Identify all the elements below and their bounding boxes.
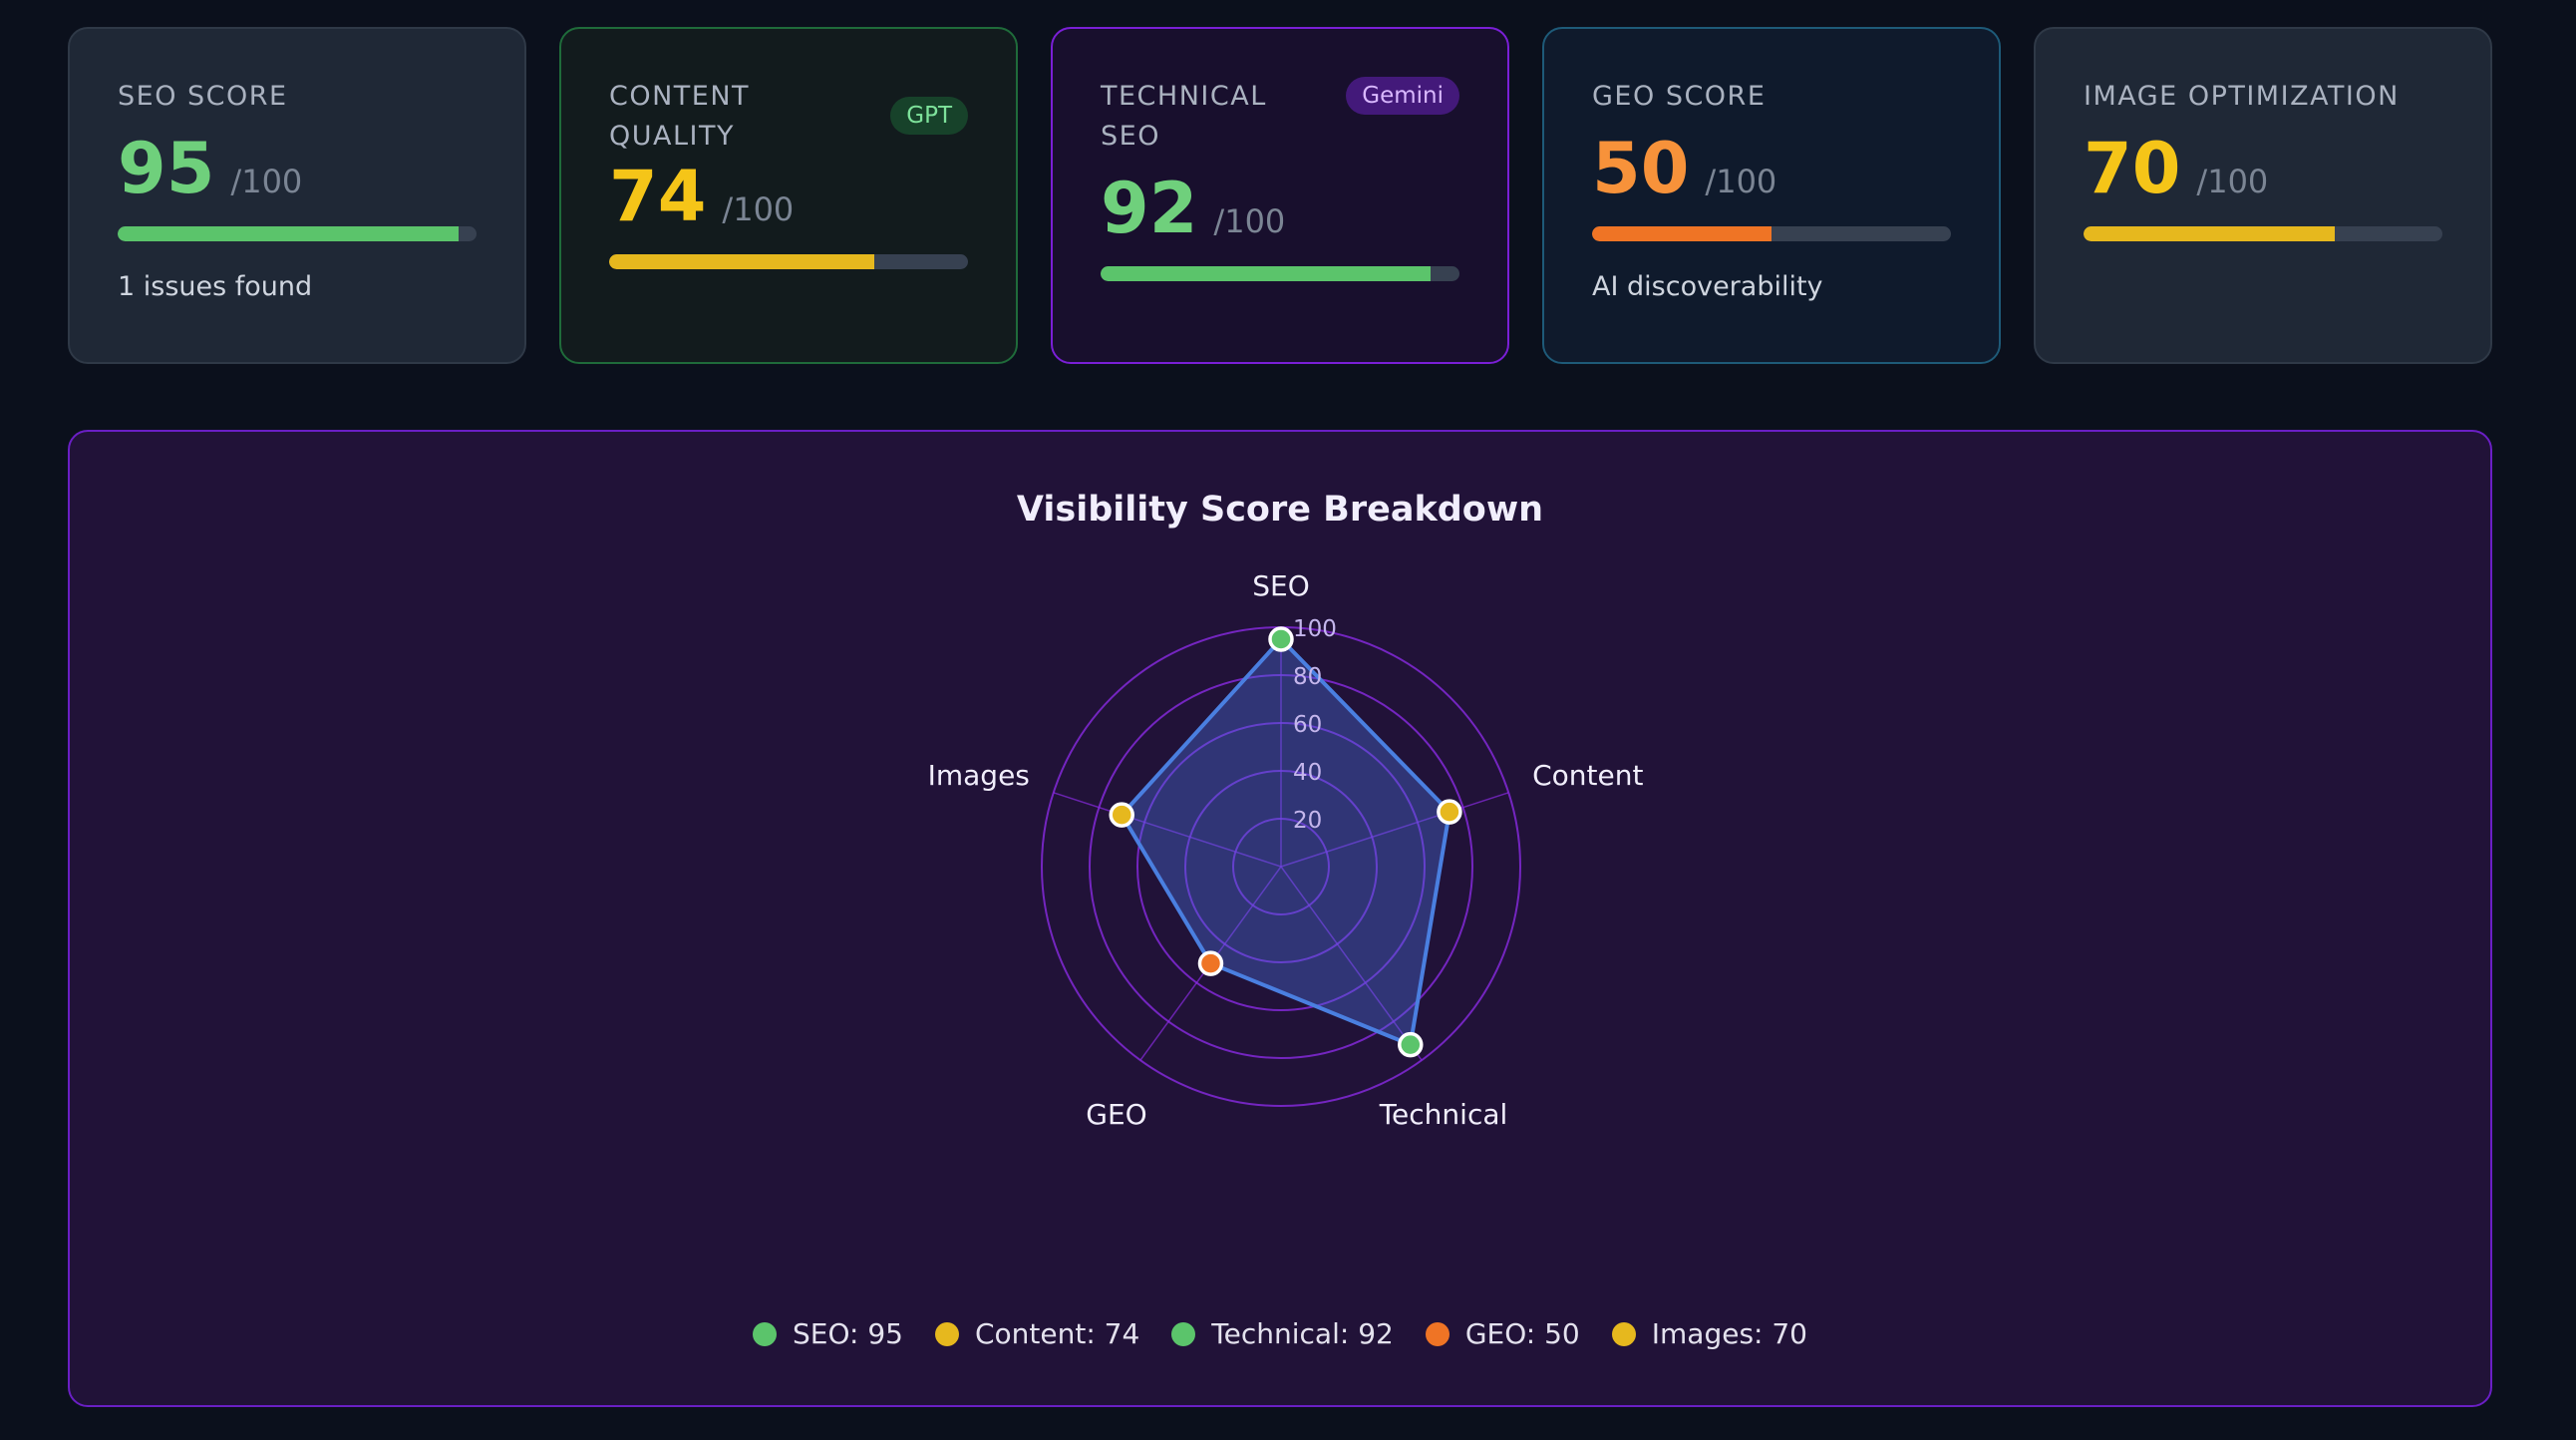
legend-item: Content: 74 [934,1317,1140,1350]
score-value: 95 [118,128,215,209]
card-footer: AI discoverability [1592,271,1823,302]
score-cards: SEO SCORE 95 /100 1 issues found CONTENT… [68,27,2492,364]
radar-axis-label: Content [1532,759,1643,792]
radar-chart: 20 40 60 80 100 SEO Content Technical GEO Images [928,569,1644,1131]
progress-fill [118,226,459,241]
score-value: 50 [1592,128,1690,209]
visibility-chart-panel: Visibility Score Breakdown 20 40 60 80 100 SE… [68,430,2492,1407]
progress-fill [609,254,875,269]
score-max: /100 [1213,202,1286,240]
progress-bar [1101,266,1459,281]
radar-point [1268,626,1294,652]
radar-axis-label: SEO [1252,569,1310,602]
legend-label: Content: 74 [974,1317,1140,1350]
radar-spoke [1280,792,1509,868]
chart-title: Visibility Score Breakdown [1016,490,1544,530]
legend-label: Images: 70 [1651,1317,1807,1350]
legend-dot [752,1321,777,1346]
card-footer: 1 issues found [118,271,313,302]
radar-tick-label: 100 [1293,616,1337,642]
geo-score-card: GEO SCORE 50 /100 AI discoverability [1542,27,2001,364]
radar-point [1109,802,1134,828]
score-max: /100 [230,163,303,200]
legend-item: Images: 70 [1611,1317,1807,1350]
legend-dot [934,1321,959,1346]
card-label: TECHNICAL SEO [1101,81,1267,152]
legend-dot [1425,1321,1449,1346]
legend-dot [1171,1321,1196,1346]
seo-score-card: SEO SCORE 95 /100 1 issues found [68,27,526,364]
score-value: 74 [609,156,707,237]
card-label: CONTENT QUALITY [609,81,751,152]
gemini-badge: Gemini [1346,77,1459,115]
legend-label: Technical: 92 [1211,1317,1394,1350]
legend-item: SEO: 95 [752,1317,903,1350]
progress-fill [1592,226,1771,241]
image-optimization-card: IMAGE OPTIMIZATION 70 /100 [2034,27,2492,364]
progress-bar [2084,226,2442,241]
radar-axis-label: Images [928,759,1030,792]
progress-bar [118,226,477,241]
content-quality-card: CONTENT QUALITY GPT 74 /100 [559,27,1018,364]
legend-item: Technical: 92 [1171,1317,1394,1350]
score-max: /100 [722,190,795,228]
progress-bar [609,254,968,269]
radar-point [1197,950,1224,976]
score-value: 92 [1101,168,1198,249]
legend-dot [1611,1321,1636,1346]
radar-axis-label: Technical [1379,1098,1508,1131]
score-max: /100 [2196,163,2269,200]
legend-item: GEO: 50 [1425,1317,1580,1350]
radar-tick-label: 20 [1293,808,1322,834]
technical-seo-card: TECHNICAL SEO Gemini 92 /100 [1051,27,1509,364]
radar-axis-label: GEO [1086,1098,1146,1131]
radar-spoke [1280,866,1423,1061]
card-label: IMAGE OPTIMIZATION [2084,81,2400,112]
radar-tick-label: 60 [1293,712,1322,738]
radar-spoke [1053,792,1282,868]
gpt-badge: GPT [890,97,968,135]
radar-point [1437,799,1462,825]
radar-point [1398,1031,1424,1058]
card-label: GEO SCORE [1592,81,1767,112]
progress-fill [2084,226,2335,241]
chart-legend: SEO: 95 Content: 74 Technical: 92 GEO: 50 Im… [70,1317,2490,1350]
score-max: /100 [1705,163,1777,200]
radar-series-area [1120,637,1451,1047]
score-value: 70 [2084,128,2181,209]
radar-tick-label: 80 [1293,664,1322,690]
progress-fill [1101,266,1432,281]
card-label: SEO SCORE [118,81,288,112]
legend-label: SEO: 95 [792,1317,903,1350]
legend-label: GEO: 50 [1464,1317,1580,1350]
radar-tick-label: 40 [1293,760,1322,786]
progress-bar [1592,226,1951,241]
